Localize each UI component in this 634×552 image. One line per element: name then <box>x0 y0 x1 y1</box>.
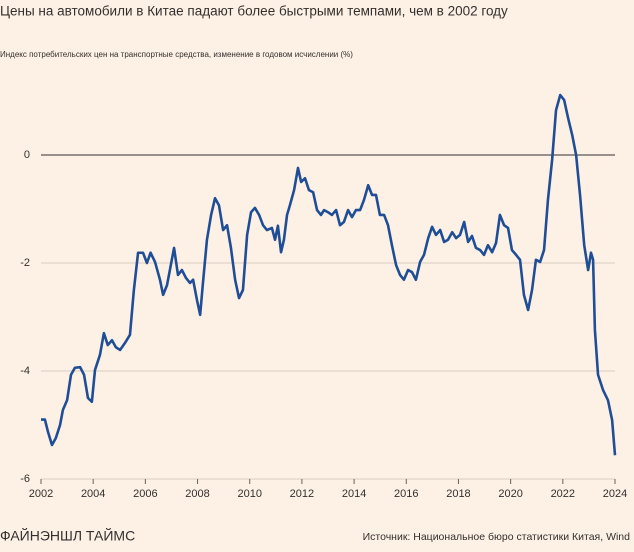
y-tick-label: -6 <box>20 473 30 485</box>
y-tick-label: -4 <box>20 365 30 377</box>
x-tick-label: 2020 <box>498 488 522 500</box>
x-tick-label: 2006 <box>133 488 157 500</box>
source: Источник: Национальное бюро статистики К… <box>363 531 631 543</box>
x-tick-label: 2010 <box>237 488 261 500</box>
x-tick-label: 2022 <box>551 488 575 500</box>
x-tick-label: 2016 <box>394 488 418 500</box>
chart-subtitle: Индекс потребительских цен на транспортн… <box>0 50 353 59</box>
y-tick-label: 0 <box>24 149 30 161</box>
brand: ФАЙНЭНШЛ ТАЙМС <box>0 527 135 544</box>
x-tick-label: 2024 <box>603 488 627 500</box>
x-tick-label: 2004 <box>81 488 105 500</box>
y-tick-label: -2 <box>20 257 30 269</box>
x-tick-label: 2012 <box>290 488 314 500</box>
chart-title: Цены на автомобили в Китае падают более … <box>0 4 508 19</box>
x-tick-label: 2002 <box>29 488 53 500</box>
x-tick-label: 2014 <box>342 488 366 500</box>
line-series <box>41 93 617 456</box>
x-tick-label: 2018 <box>446 488 470 500</box>
x-tick-label: 2008 <box>185 488 209 500</box>
